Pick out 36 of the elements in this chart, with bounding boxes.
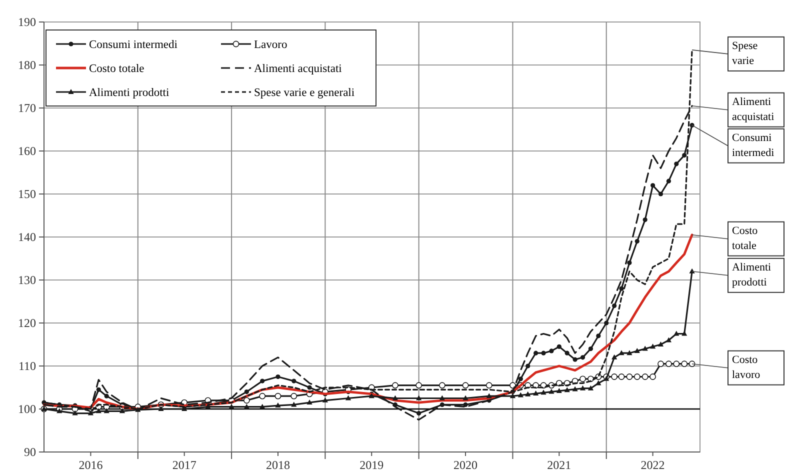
y-tick-label: 120 [18, 316, 36, 330]
x-tick-label: 2019 [360, 458, 384, 472]
callout: Alimenti acquistati [692, 92, 784, 128]
annotation: Spese varie [732, 40, 758, 67]
y-tick-label: 150 [18, 187, 36, 202]
legend-label: Costo totale [89, 63, 144, 76]
legend-label: Alimenti acquistati [254, 63, 342, 76]
y-tick-label: 90 [24, 445, 36, 460]
annotation: Costo totale [732, 224, 758, 252]
x-tick-label: 2017 [172, 458, 196, 472]
annotation: Alimenti prodotti [732, 261, 772, 288]
y-tick-label: 130 [18, 273, 36, 288]
callout: Costo lavoro [692, 350, 784, 386]
callout: Alimenti prodotti [692, 258, 784, 293]
y-tick-label: 190 [18, 15, 36, 30]
x-tick-label: 2016 [78, 458, 103, 472]
y-tick-label: 140 [18, 230, 36, 244]
x-tick-label: 2022 [640, 458, 665, 472]
x-tick-label: 2018 [266, 458, 290, 472]
y-tick-label: 100 [18, 402, 36, 416]
legend-label: Alimenti prodotti [89, 87, 170, 100]
callout: Spese varie [692, 36, 784, 72]
legend-label: Consumi intermedi [89, 39, 178, 52]
annotation: Alimenti acquistati [732, 96, 774, 123]
x-tick-label: 2021 [547, 458, 572, 472]
y-tick-label: 180 [18, 58, 36, 72]
y-tick-label: 170 [18, 101, 36, 116]
callout: Costo totale [692, 221, 784, 256]
legend-label: Lavoro [254, 39, 288, 52]
annotation: Costo lavoro [732, 354, 761, 381]
annotation: Consumi intermedi [732, 132, 774, 159]
y-tick-label: 160 [18, 144, 36, 158]
callout: Consumi intermedi [692, 124, 784, 164]
x-tick-label: 2020 [454, 458, 478, 472]
legend-label: Spese varie e generali [254, 87, 355, 100]
y-tick-label: 110 [18, 359, 36, 374]
